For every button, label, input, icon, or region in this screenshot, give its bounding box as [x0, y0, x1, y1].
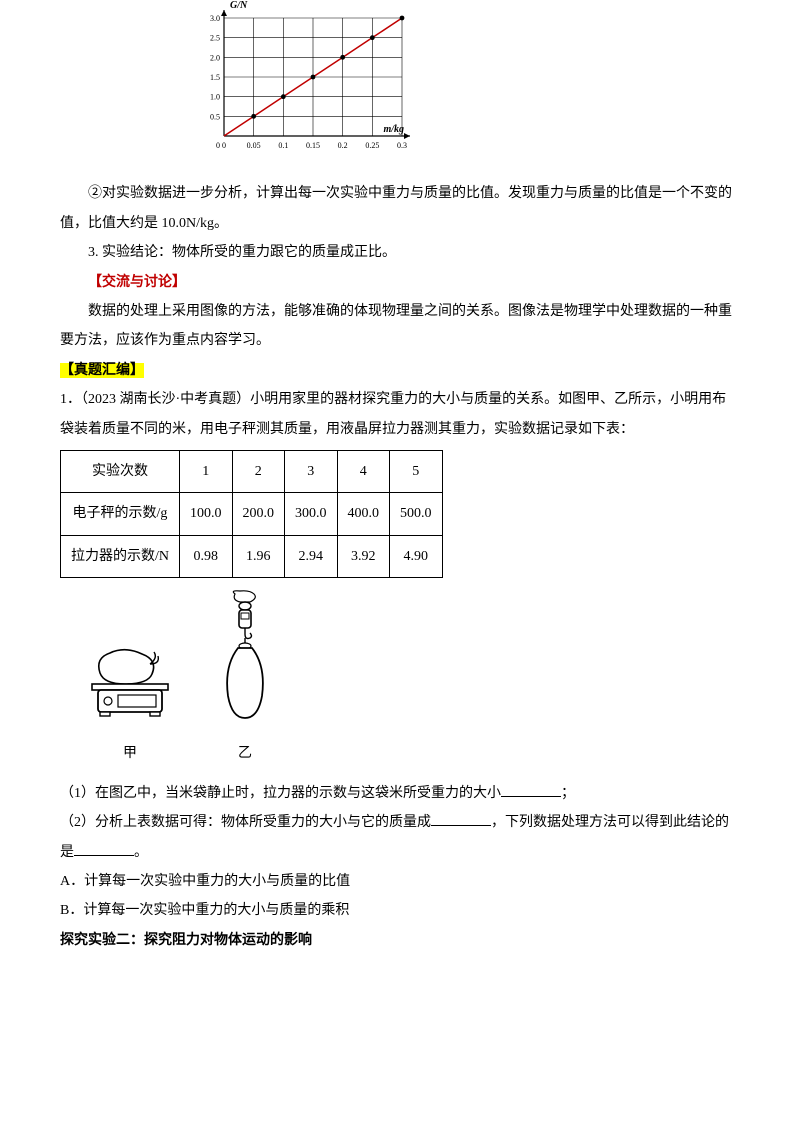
experiment-data-table: 实验次数12345 电子秤的示数/g100.0200.0300.0400.050…	[60, 450, 443, 578]
table-cell: 400.0	[337, 493, 390, 535]
svg-text:G/N: G/N	[230, 0, 248, 11]
q1-text: （1）在图乙中，当米袋静止时，拉力器的示数与这袋米所受重力的大小	[60, 786, 501, 801]
electronic-scale-diagram	[80, 628, 180, 728]
table-cell: 300.0	[285, 493, 338, 535]
q1-punct: ；	[561, 786, 575, 801]
caption-yi: 乙	[210, 739, 280, 768]
svg-text:0: 0	[222, 141, 226, 150]
svg-text:0.5: 0.5	[210, 112, 220, 121]
table-cell: 2.94	[285, 535, 338, 577]
table-header-cell: 1	[180, 450, 233, 492]
svg-text:0.25: 0.25	[365, 141, 379, 150]
svg-text:2.0: 2.0	[210, 53, 220, 62]
svg-text:1.0: 1.0	[210, 93, 220, 102]
table-cell: 拉力器的示数/N	[61, 535, 180, 577]
q2-text-a: （2）分析上表数据可得：物体所受重力的大小与它的质量成	[60, 815, 431, 830]
gravity-mass-chart: 0 0.05 0.1 0.15 0.2 0.25 0.3 0.5 1.0 1.5 2.0 2.5 3.0…	[60, 0, 734, 171]
experiment-2-heading: 探究实验二：探究阻力对物体运动的影响	[60, 926, 734, 955]
table-cell: 1.96	[232, 535, 285, 577]
svg-text:0.3: 0.3	[397, 141, 407, 150]
option-b: B．计算每一次实验中重力的大小与质量的乘积	[60, 896, 734, 925]
compilation-heading: 【真题汇编】	[60, 363, 144, 378]
svg-text:1.5: 1.5	[210, 73, 220, 82]
q2-punct: 。	[134, 845, 148, 860]
pull-meter-diagram	[210, 588, 280, 728]
discussion-heading: 【交流与讨论】	[60, 268, 734, 297]
caption-jia: 甲	[80, 739, 180, 768]
table-cell: 3.92	[337, 535, 390, 577]
table-cell: 500.0	[390, 493, 443, 535]
table-cell: 100.0	[180, 493, 233, 535]
sub-question-1: （1）在图乙中，当米袋静止时，拉力器的示数与这袋米所受重力的大小 ；	[60, 779, 734, 808]
table-header-cell: 3	[285, 450, 338, 492]
blank-1	[501, 783, 561, 797]
option-a: A．计算每一次实验中重力的大小与质量的比值	[60, 867, 734, 896]
svg-text:0.05: 0.05	[247, 141, 261, 150]
svg-text:m/kg: m/kg	[383, 124, 404, 135]
svg-text:0.1: 0.1	[278, 141, 288, 150]
discussion-body: 数据的处理上采用图像的方法，能够准确的体现物理量之间的关系。图像法是物理学中处理…	[60, 297, 734, 356]
table-cell: 4.90	[390, 535, 443, 577]
blank-3	[74, 842, 134, 856]
table-cell: 电子秤的示数/g	[61, 493, 180, 535]
table-cell: 200.0	[232, 493, 285, 535]
table-header-cell: 2	[232, 450, 285, 492]
blank-2	[431, 812, 491, 826]
conclusion-text: 3. 实验结论：物体所受的重力跟它的质量成正比。	[60, 238, 734, 267]
table-cell: 0.98	[180, 535, 233, 577]
table-header-cell: 5	[390, 450, 443, 492]
svg-text:0: 0	[216, 141, 220, 150]
svg-text:0.2: 0.2	[338, 141, 348, 150]
svg-text:2.5: 2.5	[210, 34, 220, 43]
analysis-text: ②对实验数据进一步分析，计算出每一次实验中重力与质量的比值。发现重力与质量的比值…	[60, 179, 734, 238]
sub-question-2: （2）分析上表数据可得：物体所受重力的大小与它的质量成，下列数据处理方法可以得到…	[60, 808, 734, 867]
table-header-cell: 实验次数	[61, 450, 180, 492]
apparatus-diagrams: 甲 乙	[60, 588, 734, 769]
question-stem: 1．（2023 湖南长沙·中考真题）小明用家里的器材探究重力的大小与质量的关系。…	[60, 385, 734, 444]
table-header-cell: 4	[337, 450, 390, 492]
chart-svg: 0 0.05 0.1 0.15 0.2 0.25 0.3 0.5 1.0 1.5 2.0 2.5 3.0…	[190, 0, 420, 160]
svg-text:0.15: 0.15	[306, 141, 320, 150]
svg-text:3.0: 3.0	[210, 14, 220, 23]
